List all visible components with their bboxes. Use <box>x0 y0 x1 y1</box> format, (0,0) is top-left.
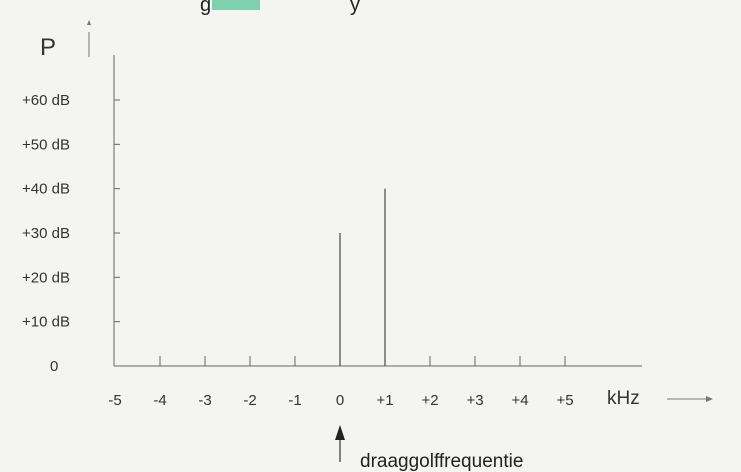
header-fragment-right: y <box>350 0 360 16</box>
y-tick-label: 0 <box>50 358 58 375</box>
x-tick-label: -5 <box>108 392 121 409</box>
x-tick-label: +1 <box>376 392 393 409</box>
header-fragment-left: g <box>200 0 211 16</box>
y-axis-label: P <box>40 34 56 61</box>
x-tick-label: +4 <box>511 392 528 409</box>
x-tick-label: 0 <box>336 392 344 409</box>
x-axis-arrowhead-icon <box>706 396 713 402</box>
x-axis-label: kHz <box>607 388 640 409</box>
header-highlight-mark <box>212 0 260 10</box>
x-tick-label: -1 <box>288 392 301 409</box>
y-tick-label: +60 dB <box>22 92 70 109</box>
x-tick-label: +2 <box>421 392 438 409</box>
x-tick-label: -3 <box>198 392 211 409</box>
y-tick-label: +40 dB <box>22 181 70 198</box>
y-tick-label: +20 dB <box>22 269 70 286</box>
carrier-arrow-icon <box>335 425 345 440</box>
x-tick-label: -4 <box>153 392 166 409</box>
x-tick-label: -2 <box>243 392 256 409</box>
x-tick-label: +3 <box>466 392 483 409</box>
x-tick-label: +5 <box>556 392 573 409</box>
y-tick-label: +10 dB <box>22 314 70 331</box>
y-axis-arrowhead-icon <box>87 20 91 25</box>
y-tick-label: +30 dB <box>22 225 70 242</box>
y-tick-label: +50 dB <box>22 136 70 153</box>
carrier-annotation: draaggolffrequentie <box>360 451 523 472</box>
